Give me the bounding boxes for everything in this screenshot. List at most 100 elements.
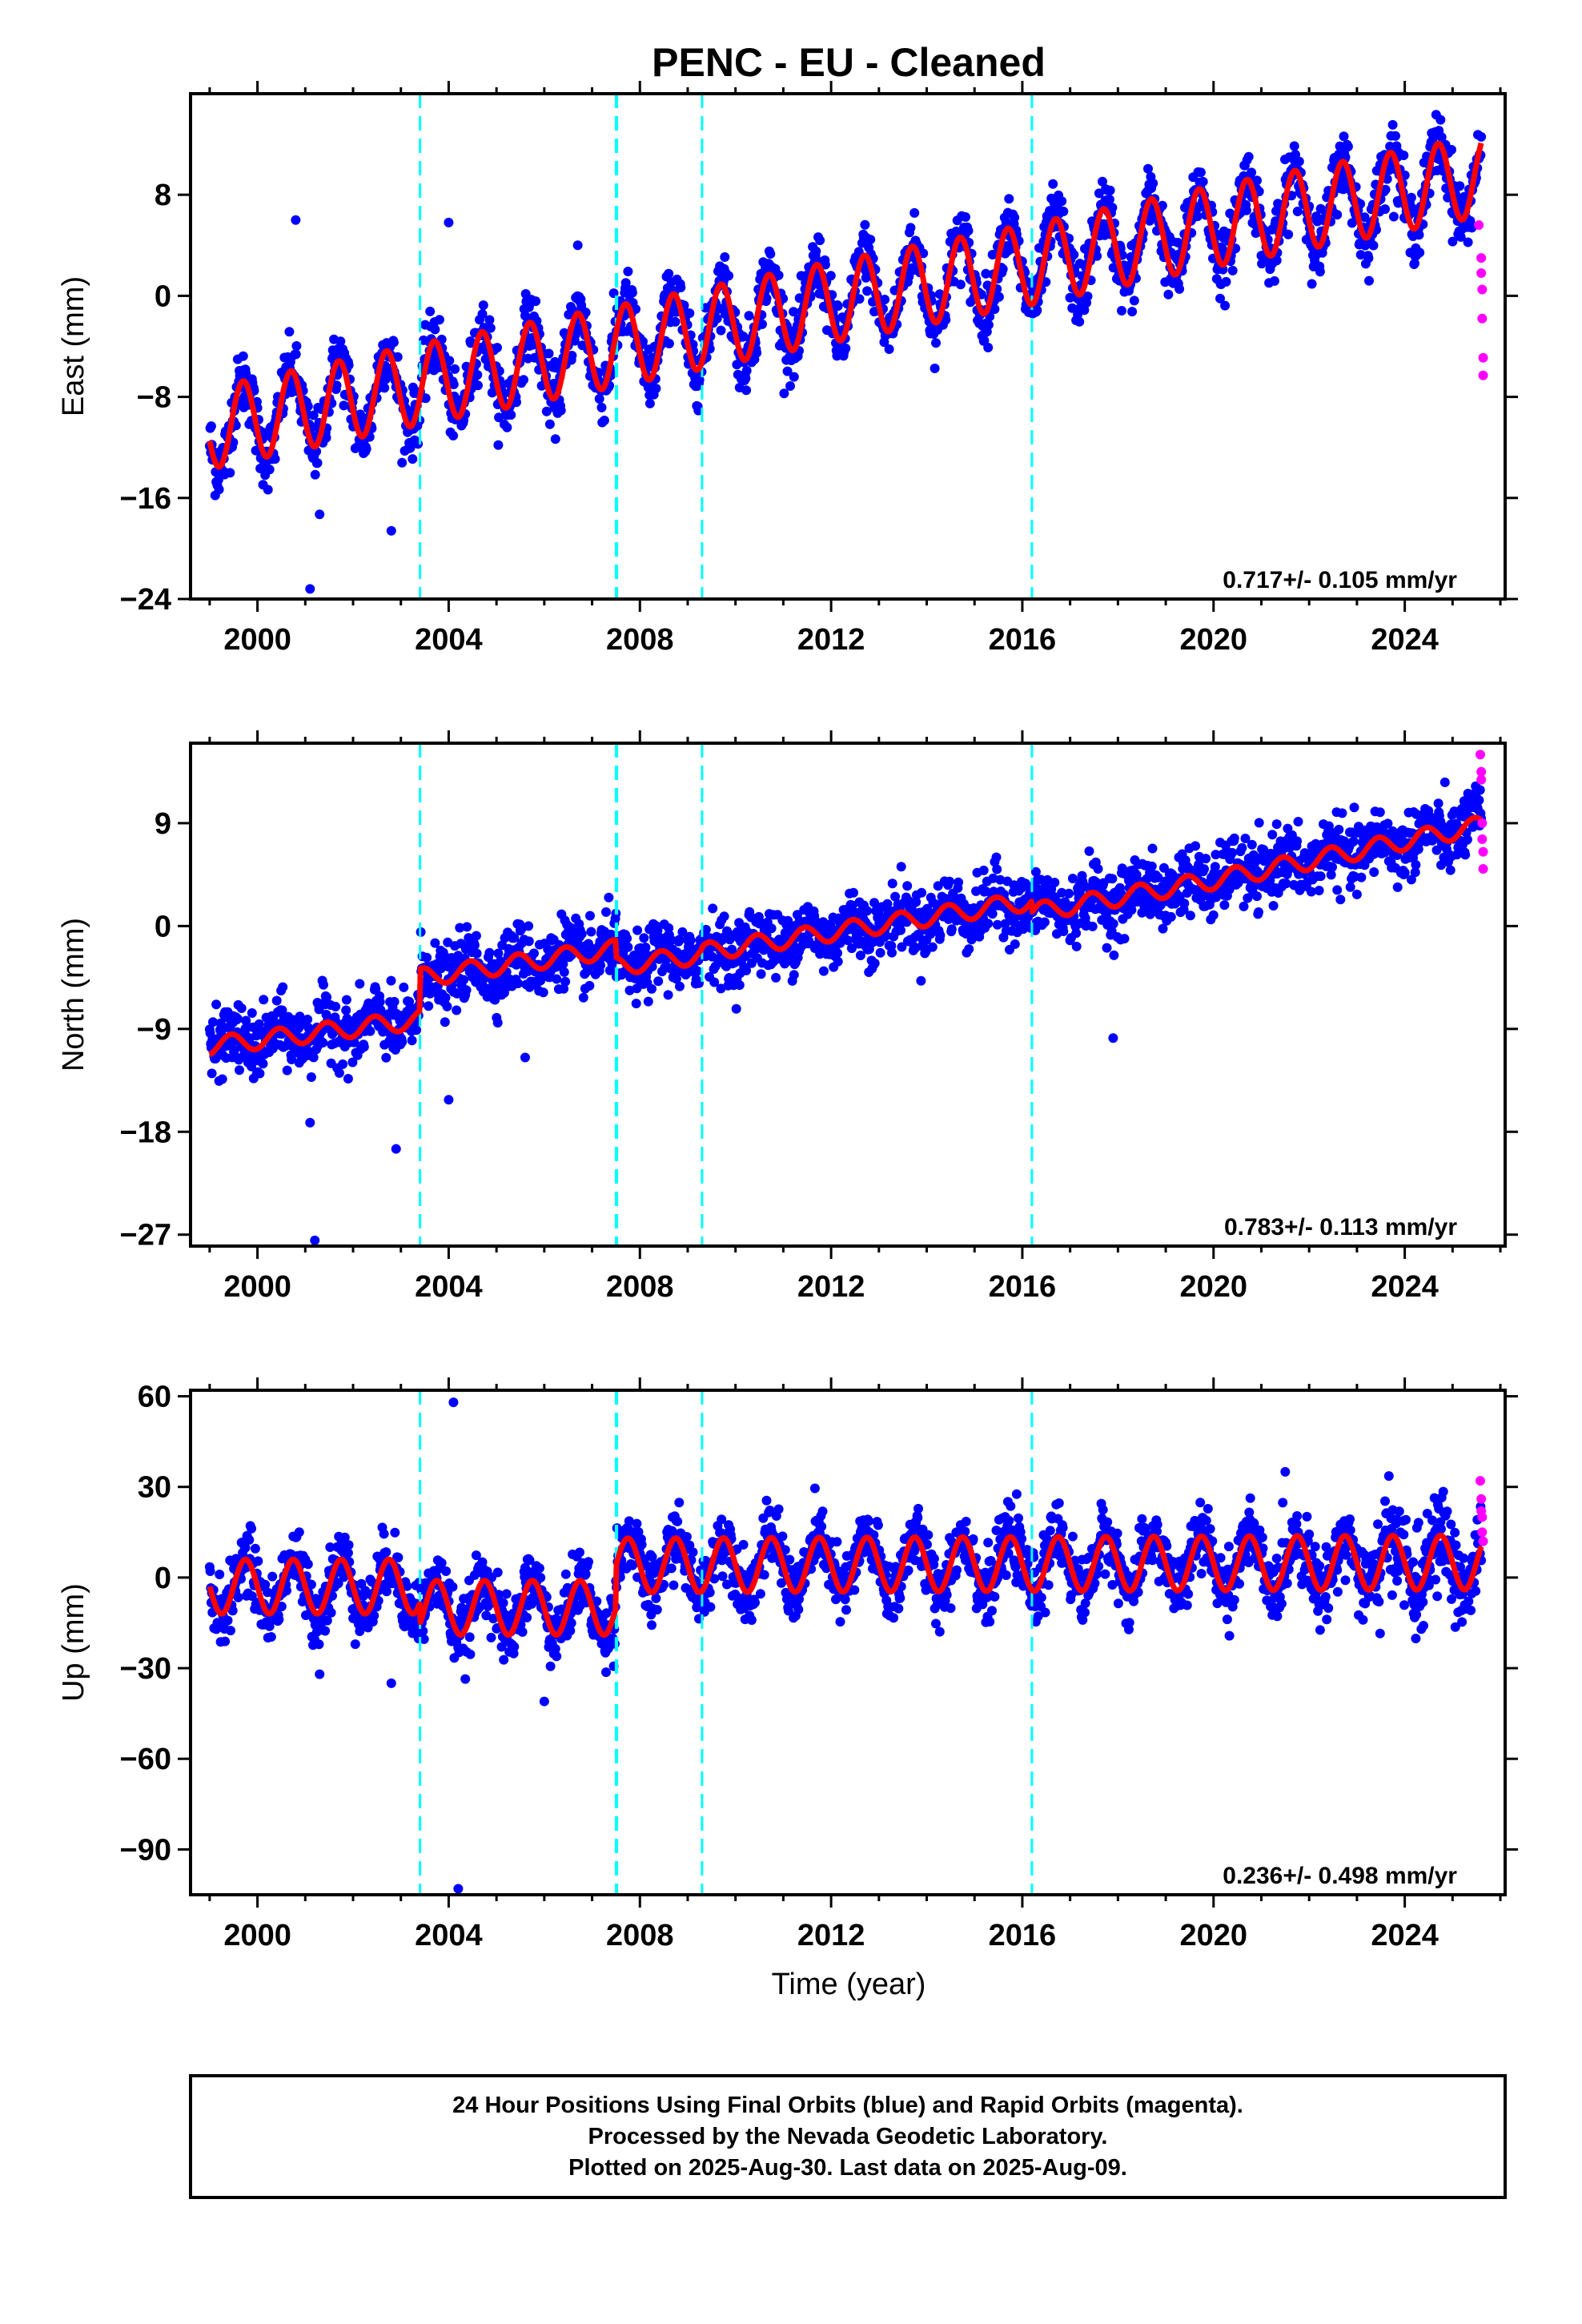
data-point (902, 881, 913, 891)
plot-frame-north (189, 742, 1507, 1248)
data-point (471, 931, 481, 941)
data-point (987, 909, 998, 919)
data-point (214, 485, 224, 495)
y-tick-label: 9 (155, 807, 171, 841)
data-point (1058, 207, 1069, 216)
data-point (596, 960, 606, 971)
data-point (685, 308, 695, 319)
data-point (1392, 882, 1403, 892)
data-point (1071, 928, 1082, 939)
data-point (399, 982, 409, 992)
panel-east: 2000 2004 2008 2012 2016 2020 2024−24−16−808Ea… (57, 81, 1518, 657)
data-point (1463, 237, 1473, 247)
data-point (694, 375, 705, 385)
data-point (331, 380, 342, 391)
data-point (397, 1037, 408, 1047)
x-tick-label: 2000 (223, 1270, 291, 1304)
data-point (473, 380, 483, 391)
data-point (215, 1570, 225, 1579)
data-point (815, 235, 825, 246)
data-point (1413, 844, 1423, 854)
data-point (1247, 839, 1257, 850)
data-point (584, 980, 595, 991)
data-point (1146, 861, 1157, 871)
data-point (1254, 907, 1263, 917)
data-point (909, 207, 920, 218)
data-point (789, 372, 799, 382)
data-point (266, 1632, 276, 1642)
rapid-point (1475, 750, 1485, 760)
data-point (783, 915, 793, 926)
data-point (983, 320, 994, 330)
data-point (412, 1025, 422, 1035)
data-point (911, 897, 921, 907)
data-point (670, 316, 681, 327)
data-point (1199, 864, 1209, 875)
data-point (206, 421, 216, 432)
data-point (1198, 176, 1208, 187)
data-point (448, 380, 459, 389)
data-point (334, 1068, 344, 1078)
data-point (647, 983, 656, 994)
data-point (622, 933, 632, 943)
data-point (341, 995, 351, 1005)
data-point (1368, 240, 1379, 251)
data-point (741, 373, 751, 384)
data-point (556, 405, 566, 416)
data-point (217, 1074, 227, 1084)
data-point (576, 929, 587, 939)
data-point (1074, 316, 1085, 327)
data-point (935, 931, 946, 940)
data-point (472, 370, 483, 380)
data-point (1369, 867, 1379, 877)
data-point (818, 966, 829, 976)
data-point (1475, 785, 1485, 795)
data-point (1410, 258, 1419, 268)
outlier-point (444, 1095, 454, 1105)
data-point (1192, 211, 1203, 222)
data-point (1351, 889, 1362, 899)
data-point (341, 1005, 351, 1015)
data-point (1380, 204, 1390, 215)
data-point (1201, 854, 1211, 864)
data-point (232, 1014, 243, 1024)
data-point (452, 988, 462, 999)
data-point (983, 919, 994, 929)
x-tick-label: 2004 (415, 1270, 483, 1304)
data-point (991, 852, 1002, 862)
data-point (1185, 911, 1195, 921)
data-point (594, 394, 604, 404)
data-point (1108, 919, 1118, 929)
rapid-point (1478, 846, 1488, 857)
data-point (978, 865, 989, 875)
data-point (1456, 231, 1466, 242)
data-point (744, 311, 754, 321)
data-point (1220, 300, 1231, 311)
data-point (1339, 131, 1349, 142)
data-point (664, 339, 674, 348)
data-point (444, 356, 455, 366)
data-point (238, 351, 248, 361)
data-point (1364, 275, 1374, 286)
rapid-point (1477, 818, 1488, 828)
data-point (1315, 203, 1326, 214)
data-point (990, 304, 1000, 314)
data-point (1148, 178, 1158, 188)
data-point (430, 324, 440, 335)
data-point (1252, 175, 1262, 186)
data-point (1356, 872, 1367, 883)
data-point (544, 348, 554, 359)
data-point (361, 444, 371, 454)
data-point (1239, 901, 1249, 911)
data-point (623, 942, 633, 952)
data-point (506, 410, 516, 420)
rapid-point (1476, 253, 1487, 263)
data-point (741, 965, 752, 975)
data-point (450, 364, 460, 374)
data-point (1387, 119, 1398, 130)
data-point (1237, 842, 1247, 853)
data-point (263, 485, 273, 495)
data-point (675, 981, 685, 991)
data-point (492, 343, 502, 353)
x-tick-label: 2016 (989, 1270, 1057, 1304)
